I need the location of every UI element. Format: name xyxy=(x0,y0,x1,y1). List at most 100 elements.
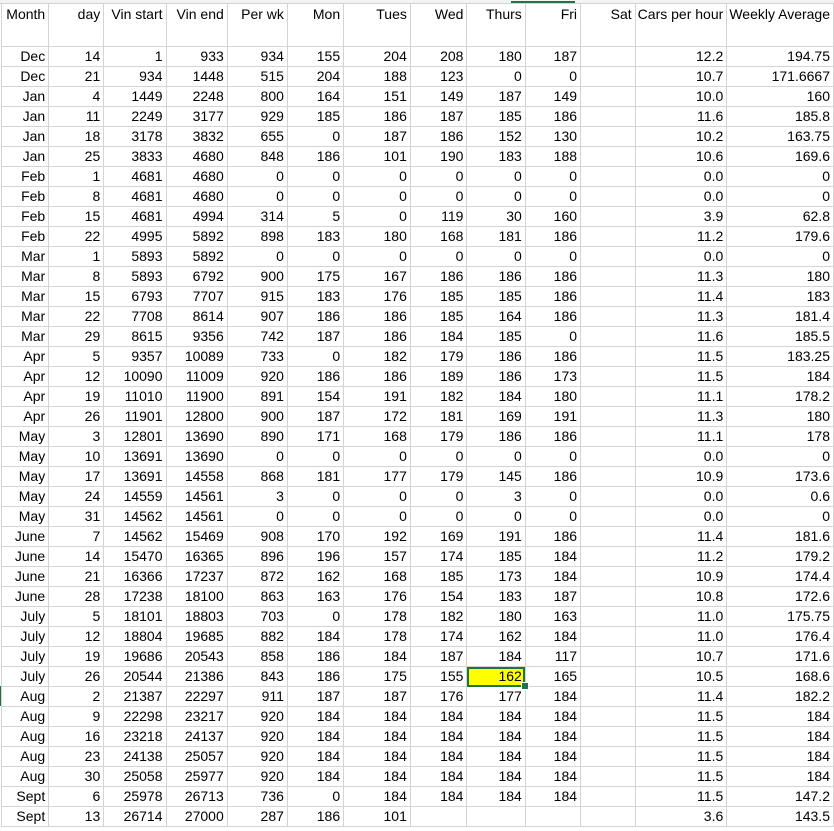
cell-per-wk[interactable]: 872 xyxy=(226,566,288,587)
cell-cars-per-hour[interactable]: 0.0 xyxy=(634,446,728,467)
cell-wed[interactable]: 0 xyxy=(409,166,468,187)
cell-mon[interactable]: 170 xyxy=(286,526,345,547)
cell-cars-per-hour[interactable]: 10.9 xyxy=(634,466,728,487)
cell-wed[interactable]: 181 xyxy=(409,406,468,427)
cell-mon[interactable]: 164 xyxy=(286,86,345,107)
cell-fri[interactable]: 0 xyxy=(524,326,582,347)
header-cell-mon[interactable]: Mon xyxy=(286,3,345,47)
cell-vin-start[interactable]: 10090 xyxy=(103,366,167,387)
cell-month[interactable]: Feb xyxy=(0,226,50,247)
cell-sat[interactable] xyxy=(580,786,636,807)
cell-tues[interactable]: 177 xyxy=(343,466,411,487)
cell-wed[interactable]: 186 xyxy=(409,266,468,287)
cell-vin-start[interactable]: 5893 xyxy=(103,266,167,287)
cell-month[interactable]: Jan xyxy=(0,106,50,127)
cell-fri[interactable]: 165 xyxy=(524,666,582,687)
cell-day[interactable]: 26 xyxy=(48,666,105,687)
cell-cars-per-hour[interactable]: 11.5 xyxy=(634,786,728,807)
cell-thurs[interactable]: 183 xyxy=(466,586,526,607)
cell-fri[interactable]: 184 xyxy=(524,786,582,807)
cell-tues[interactable]: 101 xyxy=(343,806,411,827)
cell-day[interactable]: 21 xyxy=(48,566,105,587)
cell-cars-per-hour[interactable]: 10.7 xyxy=(634,646,728,667)
cell-tues[interactable]: 187 xyxy=(343,686,411,707)
cell-vin-start[interactable]: 14562 xyxy=(103,526,167,547)
cell-mon[interactable]: 187 xyxy=(286,686,345,707)
cell-vin-start[interactable]: 9357 xyxy=(103,346,167,367)
cell-fri[interactable]: 0 xyxy=(524,246,582,267)
cell-sat[interactable] xyxy=(580,746,636,767)
cell-sat[interactable] xyxy=(580,46,636,67)
cell-weekly-average[interactable]: 163.75 xyxy=(726,126,834,147)
cell-wed[interactable]: 154 xyxy=(409,586,468,607)
cell-vin-end[interactable]: 11900 xyxy=(165,386,228,407)
cell-cars-per-hour[interactable]: 11.0 xyxy=(634,626,728,647)
cell-tues[interactable]: 151 xyxy=(343,86,411,107)
cell-tues[interactable]: 157 xyxy=(343,546,411,567)
cell-day[interactable]: 24 xyxy=(48,486,105,507)
cell-tues[interactable]: 167 xyxy=(343,266,411,287)
cell-mon[interactable]: 185 xyxy=(286,106,345,127)
cell-wed[interactable]: 185 xyxy=(409,286,468,307)
cell-cars-per-hour[interactable]: 11.2 xyxy=(634,226,728,247)
cell-day[interactable]: 3 xyxy=(48,426,105,447)
cell-month[interactable]: May xyxy=(0,466,50,487)
cell-vin-start[interactable]: 8615 xyxy=(103,326,167,347)
cell-day[interactable]: 17 xyxy=(48,466,105,487)
cell-cars-per-hour[interactable]: 11.3 xyxy=(634,306,728,327)
cell-wed[interactable]: 169 xyxy=(409,526,468,547)
cell-mon[interactable]: 187 xyxy=(286,406,345,427)
cell-tues[interactable]: 184 xyxy=(343,766,411,787)
cell-month[interactable]: Dec xyxy=(0,66,50,87)
header-cell-fri[interactable]: Fri xyxy=(524,3,582,47)
cell-fri[interactable]: 186 xyxy=(524,266,582,287)
cell-weekly-average[interactable]: 0 xyxy=(726,446,834,467)
cell-per-wk[interactable]: 3 xyxy=(226,486,288,507)
cell-sat[interactable] xyxy=(580,326,636,347)
cell-fri[interactable]: 186 xyxy=(524,226,582,247)
cell-wed[interactable]: 182 xyxy=(409,386,468,407)
cell-thurs[interactable]: 186 xyxy=(466,366,526,387)
cell-mon[interactable]: 183 xyxy=(286,286,345,307)
cell-per-wk[interactable]: 896 xyxy=(226,546,288,567)
cell-mon[interactable]: 162 xyxy=(286,566,345,587)
cell-vin-end[interactable]: 12800 xyxy=(165,406,228,427)
cell-month[interactable]: Jan xyxy=(0,146,50,167)
cell-day[interactable]: 9 xyxy=(48,706,105,727)
cell-cars-per-hour[interactable]: 10.9 xyxy=(634,566,728,587)
cell-mon[interactable]: 196 xyxy=(286,546,345,567)
cell-per-wk[interactable]: 920 xyxy=(226,746,288,767)
cell-mon[interactable]: 0 xyxy=(286,446,345,467)
cell-vin-start[interactable]: 24138 xyxy=(103,746,167,767)
cell-tues[interactable]: 0 xyxy=(343,246,411,267)
cell-cars-per-hour[interactable]: 0.0 xyxy=(634,166,728,187)
cell-fri[interactable]: 0 xyxy=(524,486,582,507)
cell-weekly-average[interactable]: 0 xyxy=(726,506,834,527)
cell-vin-start[interactable]: 2249 xyxy=(103,106,167,127)
cell-weekly-average[interactable]: 185.8 xyxy=(726,106,834,127)
cell-vin-start[interactable]: 15470 xyxy=(103,546,167,567)
cell-vin-start[interactable]: 17238 xyxy=(103,586,167,607)
cell-wed[interactable]: 208 xyxy=(409,46,468,67)
cell-thurs[interactable]: 0 xyxy=(466,246,526,267)
cell-cars-per-hour[interactable]: 10.5 xyxy=(634,666,728,687)
cell-weekly-average[interactable]: 0 xyxy=(726,246,834,267)
cell-per-wk[interactable]: 655 xyxy=(226,126,288,147)
cell-wed[interactable]: 168 xyxy=(409,226,468,247)
cell-vin-start[interactable]: 25058 xyxy=(103,766,167,787)
cell-fri[interactable]: 160 xyxy=(524,206,582,227)
cell-mon[interactable]: 184 xyxy=(286,626,345,647)
cell-thurs[interactable]: 181 xyxy=(466,226,526,247)
cell-month[interactable]: Aug xyxy=(0,706,50,727)
cell-month[interactable]: Mar xyxy=(0,326,50,347)
cell-month[interactable]: May xyxy=(0,426,50,447)
cell-thurs[interactable]: 3 xyxy=(466,486,526,507)
cell-vin-start[interactable]: 11901 xyxy=(103,406,167,427)
cell-sat[interactable] xyxy=(580,526,636,547)
cell-sat[interactable] xyxy=(580,446,636,467)
cell-vin-start[interactable]: 14559 xyxy=(103,486,167,507)
cell-cars-per-hour[interactable]: 11.5 xyxy=(634,366,728,387)
cell-per-wk[interactable]: 890 xyxy=(226,426,288,447)
cell-cars-per-hour[interactable]: 11.4 xyxy=(634,686,728,707)
header-cell-cars-per-hour[interactable]: Cars per hour xyxy=(634,3,728,47)
